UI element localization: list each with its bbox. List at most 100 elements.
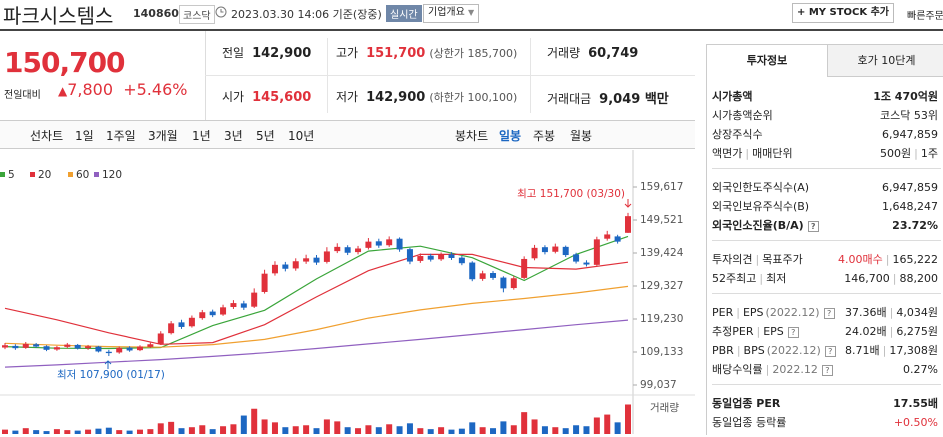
mystock-button[interactable]: + MY STOCK 추가 <box>792 3 894 23</box>
candle-body <box>365 241 372 248</box>
info-values: 8.71배 | 17,308원 <box>845 341 938 360</box>
candle-body <box>74 344 81 349</box>
candle-body <box>33 344 40 347</box>
volume-bar <box>469 422 476 434</box>
help-icon[interactable]: ? <box>787 326 799 338</box>
summary-label: 시가 <box>222 90 245 104</box>
info-value: 24.02배 <box>845 325 887 338</box>
candle-body <box>438 254 445 260</box>
info-values: 17.55배 <box>893 394 938 413</box>
volume-bar <box>355 428 362 434</box>
info-values: 24.02배 | 6,275원 <box>845 322 938 341</box>
candle-body <box>22 343 29 348</box>
overview-button[interactable]: 기업개요 ▼ <box>423 4 480 23</box>
info-label: PBR <box>712 344 734 357</box>
help-icon[interactable]: ? <box>824 345 836 357</box>
candle-body <box>147 344 154 347</box>
info-row: 시가총액 1조 470억원 <box>712 87 941 106</box>
info-values: 코스닥 53위 <box>880 106 938 125</box>
separator: | <box>736 344 741 357</box>
volume-bar <box>562 428 569 434</box>
change-row: ▲7,800 +5.46% <box>58 80 187 99</box>
period-tab[interactable]: 3개월 <box>148 129 178 143</box>
volume-bar <box>313 428 320 434</box>
separator: | <box>756 325 761 338</box>
info-label: 투자의견 <box>712 253 753 266</box>
quick-order[interactable]: 빠른주문 <box>907 11 943 22</box>
help-icon[interactable]: ? <box>807 220 819 232</box>
info-value: 6,947,859 <box>882 128 938 141</box>
candle-body <box>188 317 195 327</box>
side-tab[interactable]: 투자정보 <box>746 54 788 67</box>
info-value: 17.55배 <box>893 397 938 410</box>
volume-bar <box>116 430 123 434</box>
side-tab[interactable]: 호가 10단계 <box>827 45 943 77</box>
candle-body <box>583 262 590 265</box>
volume-bar <box>438 427 445 434</box>
info-values: 1조 470억원 <box>873 87 938 106</box>
info-values: 6,947,859 <box>882 125 938 144</box>
info-row: 외국인한도주식수(A) 6,947,859 <box>712 178 941 197</box>
separator: | <box>882 344 887 357</box>
summary-cell: 전일 142,900 <box>222 44 311 61</box>
info-row: 투자의견 | 목표주가 4.00매수 | 165,222 <box>712 250 941 269</box>
legend-swatch <box>30 172 35 177</box>
info-label: 외국인한도주식수(A) <box>712 181 810 194</box>
legend-swatch <box>68 172 73 177</box>
candle-body <box>593 239 600 265</box>
info-value: 1조 470억원 <box>873 90 938 103</box>
candle-tab[interactable]: 월봉 <box>570 129 593 143</box>
summary-value: 9,049 백만 <box>599 92 669 107</box>
period-tab[interactable]: 10년 <box>288 129 315 143</box>
info-row: 외국인소진율(B/A)? 23.72% <box>712 216 941 235</box>
candle-body <box>199 312 206 319</box>
info-value: 8.71배 <box>845 344 880 357</box>
volume-bar <box>261 419 268 434</box>
y-tick-label: 149,521 <box>640 214 683 226</box>
stock-code: 140860 <box>133 7 179 20</box>
info-value: 23.72% <box>892 219 938 232</box>
info-values: 37.36배 | 4,034원 <box>845 303 938 322</box>
info-value: 6,947,859 <box>882 181 938 194</box>
candle-body <box>282 264 289 269</box>
volume-label: 거래량 <box>650 402 679 414</box>
divider <box>205 75 695 76</box>
candle-body <box>427 255 434 260</box>
info-value: 1주 <box>920 147 938 160</box>
current-price: 150,700 <box>4 46 126 79</box>
info-value: 17,308원 <box>889 344 938 357</box>
candle-tab[interactable]: 일봉 <box>499 129 522 143</box>
help-icon[interactable]: ? <box>821 364 833 376</box>
candle-body <box>406 249 413 262</box>
time-text: 2023.03.30 14:06 기준(장중) <box>231 8 382 21</box>
volume-bar <box>552 427 559 434</box>
period-tab[interactable]: 1주일 <box>106 129 136 143</box>
info-label: BPS <box>743 344 765 357</box>
moving-average <box>4 319 629 368</box>
info-values: 4.00매수 | 165,222 <box>838 250 938 269</box>
candle-body <box>552 246 559 252</box>
volume-bar <box>500 421 507 434</box>
annotation: 최저 107,900 (01/17) <box>57 369 165 381</box>
volume-bar <box>126 430 133 434</box>
stock-name: 파크시스템스 <box>3 4 114 28</box>
period-tab[interactable]: 3년 <box>224 129 243 143</box>
info-label: 추정PER <box>712 325 754 338</box>
volume-bar <box>344 427 351 434</box>
candle-tab[interactable]: 주봉 <box>533 129 556 143</box>
candle-body <box>448 254 455 258</box>
period-tab[interactable]: 5년 <box>256 129 275 143</box>
summary-value: 142,900 <box>252 46 312 61</box>
volume-bar <box>2 429 8 434</box>
help-icon[interactable]: ? <box>823 307 835 319</box>
period-tab[interactable]: 1일 <box>75 129 94 143</box>
info-label: 목표주가 <box>762 253 803 266</box>
info-label: 외국인보유주식수(B) <box>712 200 810 213</box>
y-tick-label: 99,037 <box>640 379 677 391</box>
candle-body <box>355 248 362 253</box>
info-row: 동일업종 등락률 +0.50% <box>712 413 941 432</box>
period-tab[interactable]: 1년 <box>192 129 211 143</box>
info-section: 동일업종 PER 17.55배 동일업종 등락률 +0.50% <box>712 384 941 437</box>
info-label: PER <box>712 306 734 319</box>
summary-label: 전일 <box>222 46 245 60</box>
